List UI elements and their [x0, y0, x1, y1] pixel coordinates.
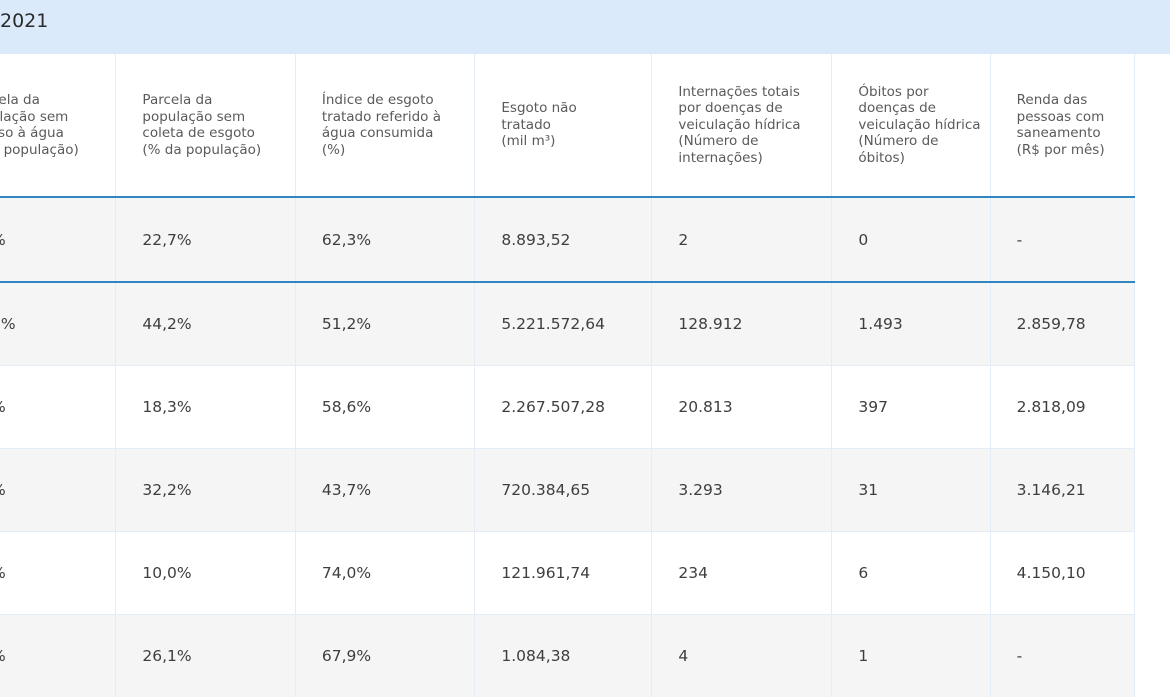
table-cell: 43,7%	[295, 448, 476, 532]
table-cell: 20.813	[651, 365, 833, 449]
table-cell: 128.912	[651, 282, 833, 366]
table-cell: 720.384,65	[474, 448, 653, 532]
table-cell: %	[0, 531, 117, 615]
table-viewport[interactable]: cela da ulação sem sso à água a populaçã…	[0, 54, 1170, 697]
table-cell: 2.818,09	[990, 365, 1136, 449]
table-row: % 32,2% 43,7% 720.384,65 3.293 31 3.146,…	[0, 448, 1136, 532]
table-cell: -	[990, 197, 1136, 283]
table-cell: 121.961,74	[474, 531, 653, 615]
table-cell: 234	[651, 531, 833, 615]
table-cell: 1.084,38	[474, 614, 653, 697]
table-cell: 18,3%	[115, 365, 296, 449]
table-cell: 4.150,10	[990, 531, 1136, 615]
table-row: % 10,0% 74,0% 121.961,74 234 6 4.150,10	[0, 531, 1136, 615]
table-cell: 3%	[0, 282, 117, 366]
table-cell: 44,2%	[115, 282, 296, 366]
table-cell: 3.293	[651, 448, 833, 532]
table-cell: 1.493	[831, 282, 991, 366]
table-row: % 26,1% 67,9% 1.084,38 4 1 -	[0, 614, 1136, 697]
table-cell: 74,0%	[295, 531, 476, 615]
table-cell: 0	[831, 197, 991, 283]
header-treated-sewage-index: Índice de esgoto tratado referido à água…	[295, 54, 476, 198]
header-row: cela da ulação sem sso à água a populaçã…	[0, 54, 1136, 198]
table-cell: 62,3%	[295, 197, 476, 283]
table-cell: %	[0, 197, 117, 283]
table-row: % 18,3% 58,6% 2.267.507,28 20.813 397 2.…	[0, 365, 1136, 449]
table-cell: 8.893,52	[474, 197, 653, 283]
table-cell: %	[0, 614, 117, 697]
table-cell: 10,0%	[115, 531, 296, 615]
header-deaths: Óbitos por doenças de veiculação hídrica…	[831, 54, 991, 198]
header-income-with-sanitation: Renda das pessoas com saneamento (R$ por…	[990, 54, 1136, 198]
table-row: 3% 44,2% 51,2% 5.221.572,64 128.912 1.49…	[0, 282, 1136, 366]
header-access-water: cela da ulação sem sso à água a populaçã…	[0, 54, 117, 198]
table-cell: 2.267.507,28	[474, 365, 653, 449]
table-row: % 22,7% 62,3% 8.893,52 2 0 -	[0, 197, 1136, 283]
table-cell: 1	[831, 614, 991, 697]
table-cell: 6	[831, 531, 991, 615]
header-hospitalizations: Internações totais por doenças de veicul…	[651, 54, 833, 198]
header-no-sewage-collection: Parcela da população sem coleta de esgot…	[115, 54, 296, 198]
table-cell: 26,1%	[115, 614, 296, 697]
table-cell: 4	[651, 614, 833, 697]
table-cell: 51,2%	[295, 282, 476, 366]
table-cell: 2	[651, 197, 833, 283]
table-cell: 397	[831, 365, 991, 449]
table-cell: 3.146,21	[990, 448, 1136, 532]
data-table: cela da ulação sem sso à água a populaçã…	[0, 54, 1136, 697]
table-cell: 58,6%	[295, 365, 476, 449]
table-cell: 22,7%	[115, 197, 296, 283]
table-cell: 31	[831, 448, 991, 532]
table-cell: 67,9%	[295, 614, 476, 697]
table-cell: %	[0, 448, 117, 532]
header-untreated-sewage: Esgoto não tratado (mil m³)	[474, 54, 653, 198]
table-title: 2021	[0, 10, 49, 32]
table-cell: %	[0, 365, 117, 449]
table-cell: -	[990, 614, 1136, 697]
table-title-bar: 2021	[0, 0, 1170, 54]
table-cell: 5.221.572,64	[474, 282, 653, 366]
table-cell: 32,2%	[115, 448, 296, 532]
table-cell: 2.859,78	[990, 282, 1136, 366]
